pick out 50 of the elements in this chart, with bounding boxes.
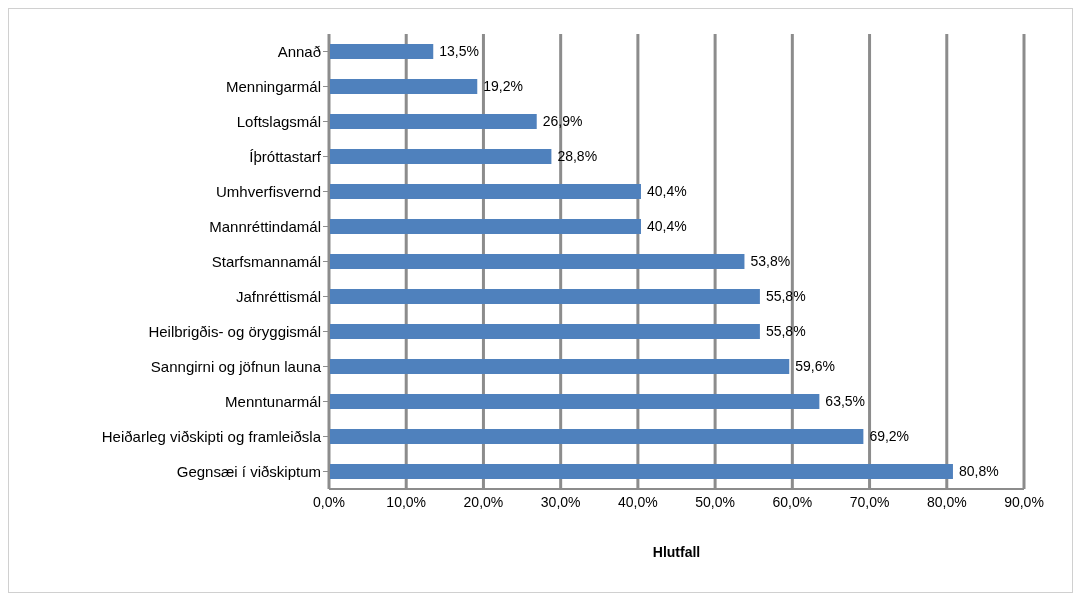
bar	[329, 394, 820, 409]
y-tick-label: Mannréttindamál	[209, 217, 321, 235]
data-label: 13,5%	[439, 43, 479, 60]
x-tick-label: 80,0%	[926, 493, 967, 510]
x-tick-label: 0,0%	[313, 493, 345, 510]
data-label: 63,5%	[825, 393, 866, 410]
data-label: 80,8%	[958, 463, 999, 480]
data-label: 26,9%	[542, 113, 583, 130]
x-tick-label: 30,0%	[540, 493, 581, 510]
y-tick-label: Sanngirni og jöfnun launa	[150, 357, 322, 375]
data-label: 55,8%	[765, 323, 806, 340]
data-label: 69,2%	[869, 428, 910, 445]
data-label: 28,8%	[557, 148, 598, 165]
x-tick-label: 20,0%	[463, 493, 504, 510]
bar	[329, 324, 760, 339]
x-tick-label: 90,0%	[1004, 493, 1044, 510]
y-tick-label: Menntunarmál	[225, 392, 321, 410]
bar	[329, 464, 953, 479]
data-label: 40,4%	[646, 183, 687, 200]
bar	[329, 429, 864, 444]
x-tick-label: 40,0%	[618, 493, 658, 510]
data-label: 19,2%	[483, 78, 523, 95]
y-tick-label: Annað	[277, 42, 321, 60]
y-tick-label: Umhverfisvernd	[215, 182, 321, 200]
data-label: 40,4%	[646, 218, 687, 235]
bar	[329, 359, 790, 374]
x-tick-label: 70,0%	[849, 493, 890, 510]
bar	[329, 44, 434, 59]
data-label: 59,6%	[795, 358, 835, 375]
y-tick-label: Heilbrigðis- og öryggismál	[148, 322, 321, 340]
y-tick-label: Íþróttastarf	[249, 147, 322, 165]
bar	[329, 254, 745, 269]
bar	[329, 79, 478, 94]
y-tick-label: Jafnréttismál	[235, 287, 321, 305]
x-tick-label: 50,0%	[695, 493, 735, 510]
y-tick-label: Loftslagsmál	[236, 112, 321, 130]
x-axis-title: Hlutfall	[652, 544, 701, 560]
x-tick-label: 60,0%	[772, 493, 813, 510]
y-tick-label: Heiðarleg viðskipti og framleiðsla	[101, 427, 322, 445]
y-tick-label: Menningarmál	[225, 77, 321, 95]
bar	[329, 219, 641, 234]
x-tick-label: 10,0%	[386, 493, 427, 510]
y-tick-label: Gegnsæi í viðskiptum	[176, 462, 321, 480]
data-label: 53,8%	[750, 253, 791, 270]
bar	[329, 114, 537, 129]
y-tick-label: Starfsmannamál	[211, 252, 321, 270]
bar	[329, 289, 760, 304]
bar	[329, 149, 552, 164]
bar	[329, 184, 641, 199]
data-label: 55,8%	[765, 288, 806, 305]
